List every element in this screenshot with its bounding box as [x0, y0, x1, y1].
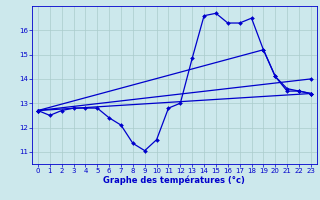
X-axis label: Graphe des températures (°c): Graphe des températures (°c)	[103, 176, 245, 185]
